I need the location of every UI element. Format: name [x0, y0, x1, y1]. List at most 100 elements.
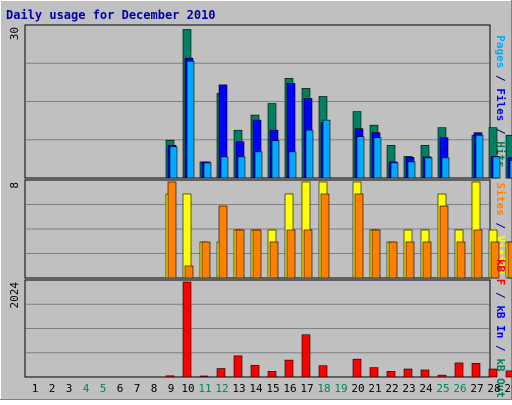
bar-sites-day-12	[218, 205, 228, 279]
legend-entry: Files	[494, 88, 507, 121]
bar-kb-f-day-29	[505, 370, 512, 378]
bar-kb-f-day-20	[352, 358, 362, 378]
bar-pages-day-16	[288, 151, 297, 179]
legend-entry: /	[494, 285, 507, 305]
bar-sites-day-22	[388, 241, 398, 279]
bar-kb-f-day-16	[284, 359, 294, 378]
bar-kb-f-day-15	[267, 371, 277, 378]
bar-kb-f-day-28	[488, 368, 498, 378]
day-label-24: 24	[419, 382, 433, 395]
bar-sites-day-16	[286, 229, 296, 279]
bar-sites-day-28	[490, 241, 500, 279]
panel-bars	[165, 281, 512, 378]
panel-max-label: 2024	[8, 282, 21, 309]
day-label-28: 28	[487, 382, 500, 395]
legend-entry: kB Out	[494, 358, 507, 398]
day-label-11: 11	[198, 382, 211, 395]
bar-sites-day-20	[354, 193, 364, 279]
bar-pages-day-11	[203, 162, 212, 179]
day-label-27: 27	[470, 382, 483, 395]
day-label-10: 10	[181, 382, 194, 395]
bar-sites-day-27	[473, 229, 483, 279]
day-label-18: 18	[317, 382, 330, 395]
day-label-1: 1	[32, 382, 39, 395]
bar-pages-day-25	[441, 157, 450, 179]
day-label-26: 26	[453, 382, 466, 395]
bar-kb-f-day-25	[437, 374, 447, 378]
bar-kb-f-day-22	[386, 371, 396, 378]
bar-sites-day-11	[201, 241, 211, 279]
panel-max-label: 8	[8, 182, 21, 189]
bar-sites-day-26	[456, 241, 466, 279]
day-label-23: 23	[402, 382, 415, 395]
panel-legend-label: kB F / kB In / kB Out	[494, 259, 507, 398]
bar-kb-f-day-21	[369, 367, 379, 378]
bar-kb-f-day-14	[250, 364, 260, 378]
bar-kb-f-day-24	[420, 369, 430, 378]
bar-kb-f-day-18	[318, 365, 328, 378]
bar-pages-day-22	[390, 162, 399, 179]
bar-kb-f-day-17	[301, 334, 311, 378]
day-label-2: 2	[49, 382, 56, 395]
bar-pages-day-18	[322, 119, 331, 179]
bar-pages-day-27	[475, 134, 484, 179]
bar-sites-day-15	[269, 241, 279, 279]
legend-entry: Pages	[494, 35, 507, 68]
bar-sites-day-13	[235, 229, 245, 279]
bar-sites-day-23	[405, 241, 415, 279]
bar-sites-day-17	[303, 229, 313, 279]
legend-entry: /	[494, 68, 507, 88]
day-label-17: 17	[300, 382, 313, 395]
bar-sites-day-29	[507, 241, 512, 279]
day-label-14: 14	[249, 382, 263, 395]
bar-pages-day-17	[305, 129, 314, 179]
day-label-13: 13	[232, 382, 245, 395]
bar-pages-day-20	[356, 136, 365, 179]
day-label-20: 20	[351, 382, 364, 395]
chart-title: Daily usage for December 2010	[6, 8, 216, 22]
bar-sites-day-14	[252, 229, 262, 279]
bar-pages-day-15	[271, 140, 280, 179]
panel-bars	[165, 29, 512, 179]
bar-sites-day-21	[371, 229, 381, 279]
bar-pages-day-24	[424, 157, 433, 179]
day-label-6: 6	[117, 382, 124, 395]
bar-sites-day-10	[184, 265, 194, 279]
bar-sites-day-25	[439, 205, 449, 279]
day-label-8: 8	[151, 382, 158, 395]
day-label-25: 25	[436, 382, 449, 395]
bar-kb-f-day-23	[403, 368, 413, 378]
day-label-4: 4	[83, 382, 90, 395]
bar-sites-day-18	[320, 193, 330, 279]
bar-pages-day-29	[509, 160, 512, 179]
bar-kb-f-day-9	[165, 375, 175, 378]
bar-kb-f-day-11	[199, 375, 209, 378]
legend-entry: Sites	[494, 183, 507, 216]
bar-kb-f-day-10	[182, 281, 192, 378]
bar-pages-day-28	[492, 156, 501, 179]
day-label-9: 9	[168, 382, 175, 395]
day-tick-labels: 1 2 3 4 5 6 7 8 9 10 11 12 13 14 15 16 17 18 19 20 21 22 23 24 2…	[32, 382, 512, 395]
bar-pages-day-13	[237, 156, 246, 179]
day-label-5: 5	[100, 382, 107, 395]
day-label-22: 22	[385, 382, 398, 395]
panel-visits-sites: 8 Sites / Visits	[8, 179, 512, 279]
day-label-3: 3	[66, 382, 73, 395]
bar-sites-day-24	[422, 241, 432, 279]
day-label-7: 7	[134, 382, 141, 395]
panel-max-label: 30	[8, 27, 21, 40]
bar-kb-f-day-26	[454, 362, 464, 378]
bar-pages-day-9	[169, 146, 178, 179]
bar-kb-f-day-13	[233, 355, 243, 378]
day-label-29: 29	[504, 382, 512, 395]
bar-pages-day-12	[220, 156, 229, 179]
day-label-16: 16	[283, 382, 296, 395]
legend-entry: kB In	[494, 305, 507, 338]
day-label-12: 12	[215, 382, 228, 395]
bar-kb-f-day-27	[471, 363, 481, 378]
day-label-21: 21	[368, 382, 381, 395]
